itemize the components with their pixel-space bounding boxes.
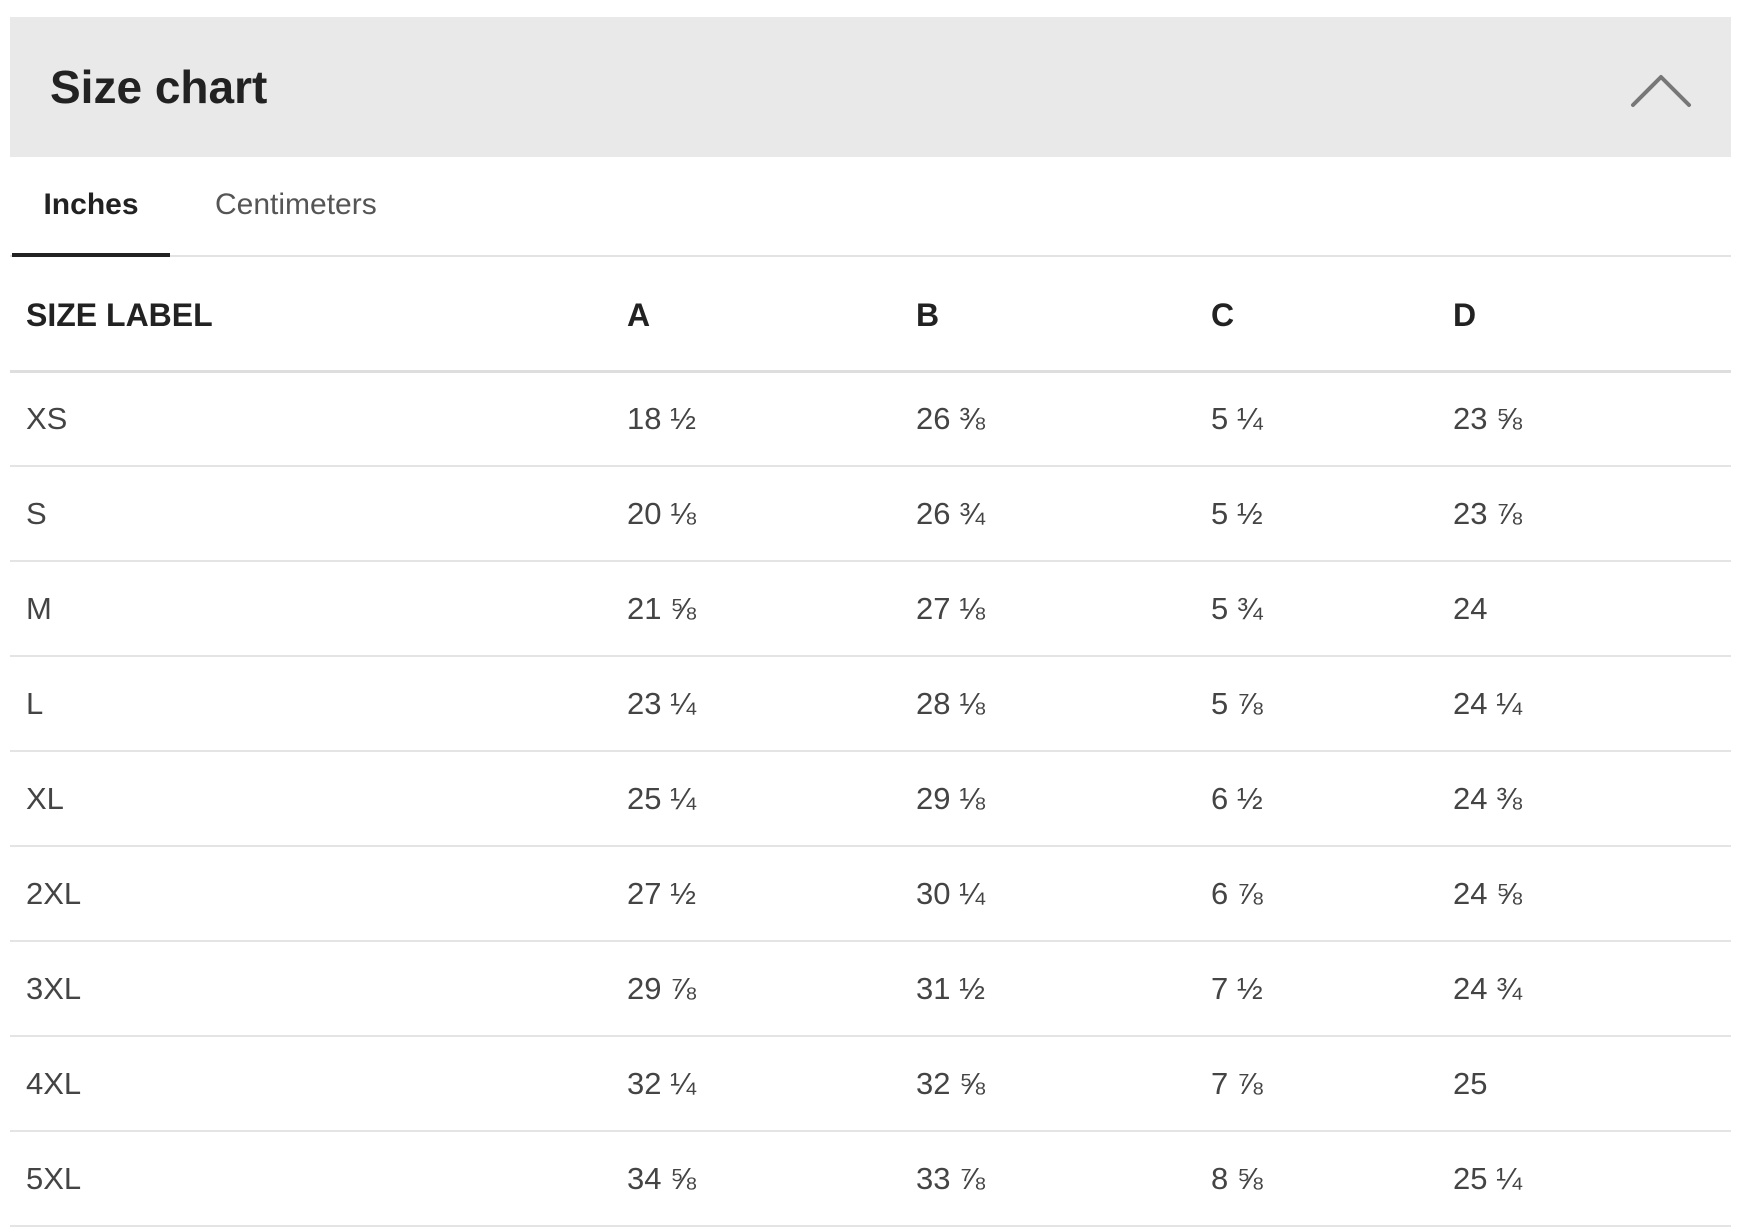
column-header-c: C [1195,257,1437,373]
table-cell: 24 ¼ [1453,685,1522,721]
table-cell: 25 ¼ [627,780,696,816]
table-cell: 5 ½ [1211,495,1263,531]
size-label-cell: 4XL [26,1065,82,1101]
table-cell: 5 ¼ [1211,400,1263,436]
table-cell: 30 ¼ [916,875,985,911]
table-cell: 25 [1453,1065,1488,1101]
table-header-row: SIZE LABEL A B C D [10,257,1731,373]
chevron-up-icon [1629,67,1693,111]
table-cell: 34 ⅝ [627,1160,696,1196]
table-cell: 5 ¾ [1211,590,1263,626]
size-label-cell: S [26,495,47,531]
table-cell: 23 ¼ [627,685,696,721]
size-label-cell: L [26,685,44,721]
table-cell: 24 ⅝ [1453,875,1522,911]
table-cell: 31 ½ [916,970,985,1006]
unit-tabs: Inches Centimeters [10,157,1731,257]
table-cell: 8 ⅝ [1211,1160,1263,1196]
size-chart-header[interactable]: Size chart [10,17,1731,157]
table-row: M 21 ⅝ 27 ⅛ 5 ¾ 24 [10,561,1731,656]
table-cell: 33 ⅞ [916,1160,985,1196]
table-cell: 24 ⅜ [1453,780,1522,816]
table-cell: 20 ⅛ [627,495,696,531]
table-row: 2XL 27 ½ 30 ¼ 6 ⅞ 24 ⅝ [10,846,1731,941]
table-cell: 18 ½ [627,400,696,436]
size-label-cell: 2XL [26,875,82,911]
column-header-b: B [900,257,1195,373]
size-label-cell: XL [26,780,64,816]
size-label-cell: XS [26,400,68,436]
table-row: 3XL 29 ⅞ 31 ½ 7 ½ 24 ¾ [10,941,1731,1036]
size-chart-panel: Size chart Inches Centimeters SIZE LABEL… [10,17,1731,1227]
table-cell: 6 ½ [1211,780,1263,816]
table-cell: 7 ⅞ [1211,1065,1263,1101]
table-cell: 24 [1453,590,1488,626]
size-label-cell: M [26,590,52,626]
collapse-button[interactable] [1629,67,1693,111]
table-cell: 23 ⅞ [1453,495,1522,531]
table-cell: 32 ⅝ [916,1065,985,1101]
table-cell: 6 ⅞ [1211,875,1263,911]
table-cell: 29 ⅛ [916,780,985,816]
column-header-d: D [1437,257,1731,373]
table-row: 4XL 32 ¼ 32 ⅝ 7 ⅞ 25 [10,1036,1731,1131]
table-cell: 29 ⅞ [627,970,696,1006]
table-row: 5XL 34 ⅝ 33 ⅞ 8 ⅝ 25 ¼ [10,1131,1731,1226]
table-row: S 20 ⅛ 26 ¾ 5 ½ 23 ⅞ [10,466,1731,561]
table-cell: 23 ⅝ [1453,400,1522,436]
table-row: XS 18 ½ 26 ⅜ 5 ¼ 23 ⅝ [10,371,1731,466]
table-row: XL 25 ¼ 29 ⅛ 6 ½ 24 ⅜ [10,751,1731,846]
table-cell: 27 ⅛ [916,590,985,626]
size-label-cell: 3XL [26,970,82,1006]
table-cell: 27 ½ [627,875,696,911]
table-cell: 5 ⅞ [1211,685,1263,721]
size-table: SIZE LABEL A B C D XS 18 ½ 26 ⅜ 5 ¼ 23 ⅝… [10,257,1731,1227]
table-cell: 24 ¾ [1453,970,1522,1006]
table-cell: 7 ½ [1211,970,1263,1006]
table-cell: 25 ¼ [1453,1160,1522,1196]
column-header-size-label: SIZE LABEL [10,257,611,373]
table-row: L 23 ¼ 28 ⅛ 5 ⅞ 24 ¼ [10,656,1731,751]
panel-title: Size chart [50,61,268,113]
table-cell: 21 ⅝ [627,590,696,626]
size-label-cell: 5XL [26,1160,82,1196]
tab-inches[interactable]: Inches [12,157,170,257]
table-cell: 26 ⅜ [916,400,985,436]
tab-centimeters[interactable]: Centimeters [215,188,377,221]
column-header-a: A [611,257,900,373]
table-cell: 26 ¾ [916,495,985,531]
table-cell: 28 ⅛ [916,685,985,721]
table-cell: 32 ¼ [627,1065,696,1101]
